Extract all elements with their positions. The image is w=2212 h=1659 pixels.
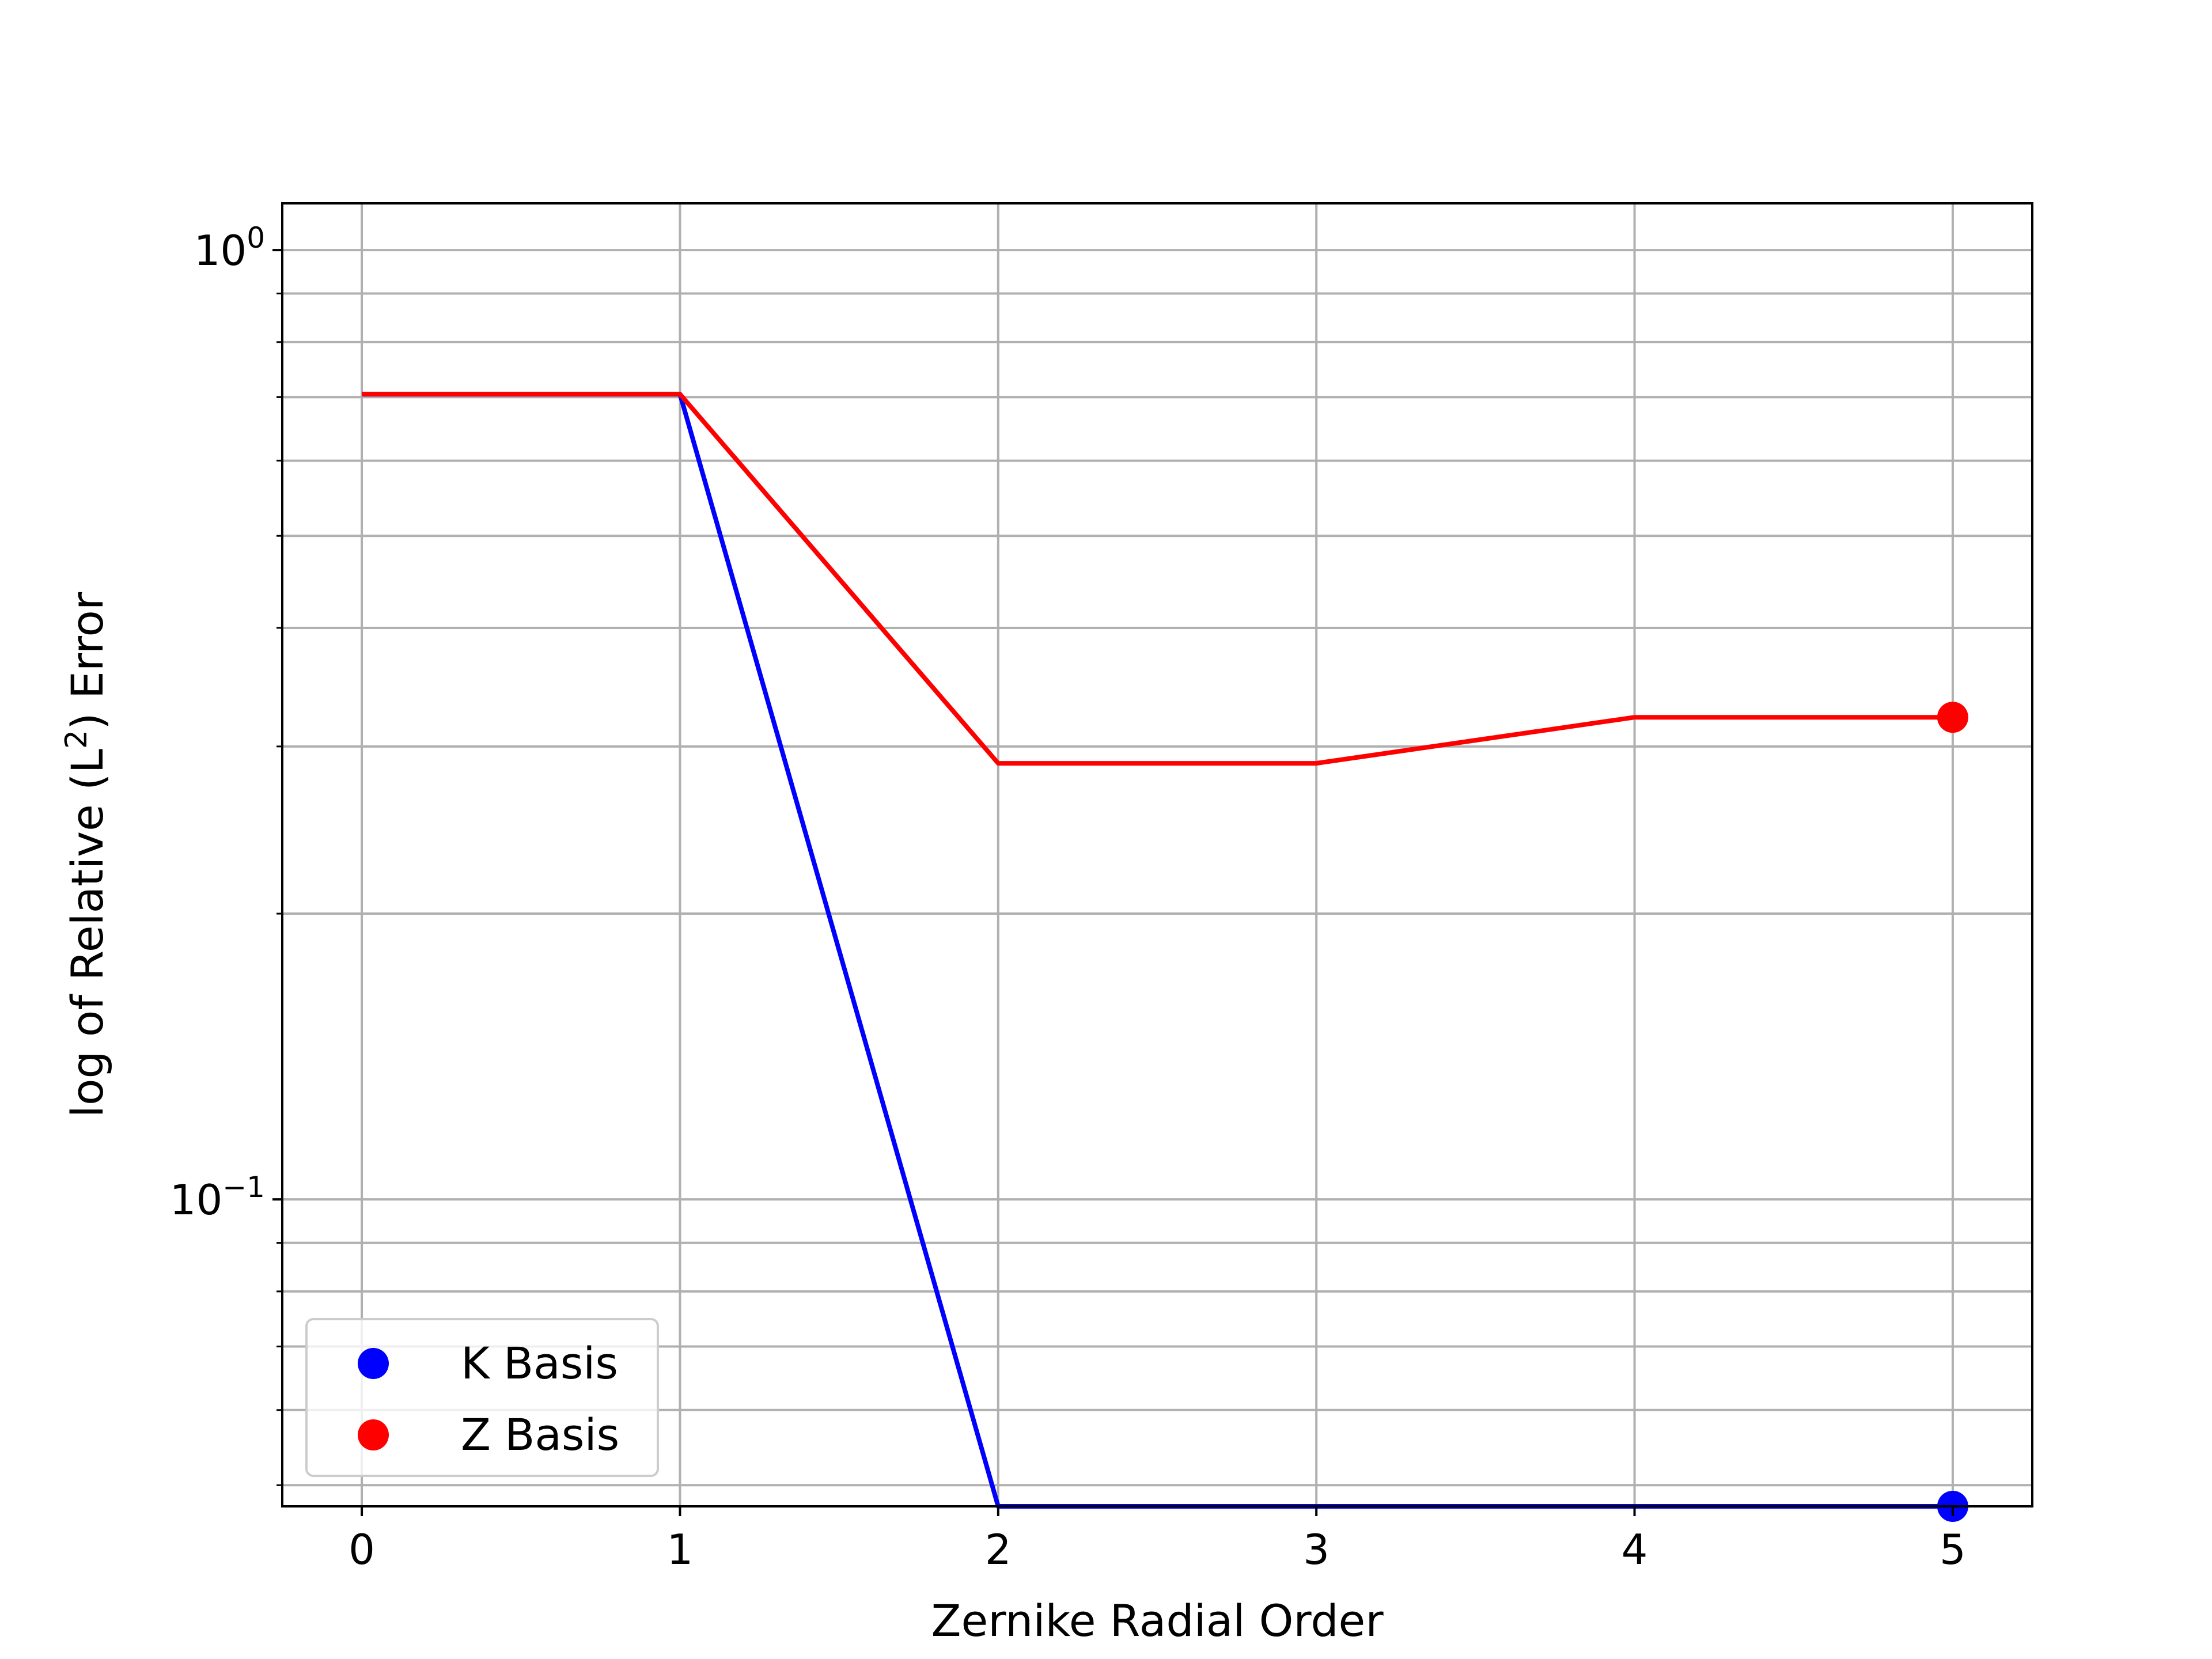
legend-label: Z Basis xyxy=(461,1409,619,1460)
y-tick-label: 100 xyxy=(194,221,265,275)
legend-label: K Basis xyxy=(461,1338,618,1389)
series-marker xyxy=(1937,702,1968,733)
legend: K Basis Z Basis xyxy=(305,1318,659,1477)
y-axis-label-superscript: 2 xyxy=(59,730,94,749)
grid xyxy=(282,203,2032,1506)
x-tick-label: 3 xyxy=(1303,1525,1330,1574)
x-tick-label: 4 xyxy=(1622,1525,1648,1574)
series-line-z-basis xyxy=(362,392,1953,766)
legend-marker xyxy=(358,1419,389,1450)
y-axis-label-main: log of Relative (L xyxy=(62,749,113,1118)
x-tick-label: 5 xyxy=(1940,1525,1966,1574)
legend-box xyxy=(305,1318,659,1477)
x-tick-label: 2 xyxy=(985,1525,1012,1574)
x-tick-label: 1 xyxy=(667,1525,694,1574)
legend-marker xyxy=(358,1348,389,1379)
y-axis-label-end: ) Error xyxy=(62,592,113,730)
ticks: 0 1 2 3 4 5 100 10−1 xyxy=(170,221,1966,1574)
y-axis-label: log of Relative (L2) Error xyxy=(59,592,113,1118)
y-tick-label: 10−1 xyxy=(170,1171,265,1224)
plot-frame xyxy=(281,202,2033,1508)
x-tick-label: 0 xyxy=(349,1525,375,1574)
x-axis-label: Zernike Radial Order xyxy=(931,1595,1384,1646)
